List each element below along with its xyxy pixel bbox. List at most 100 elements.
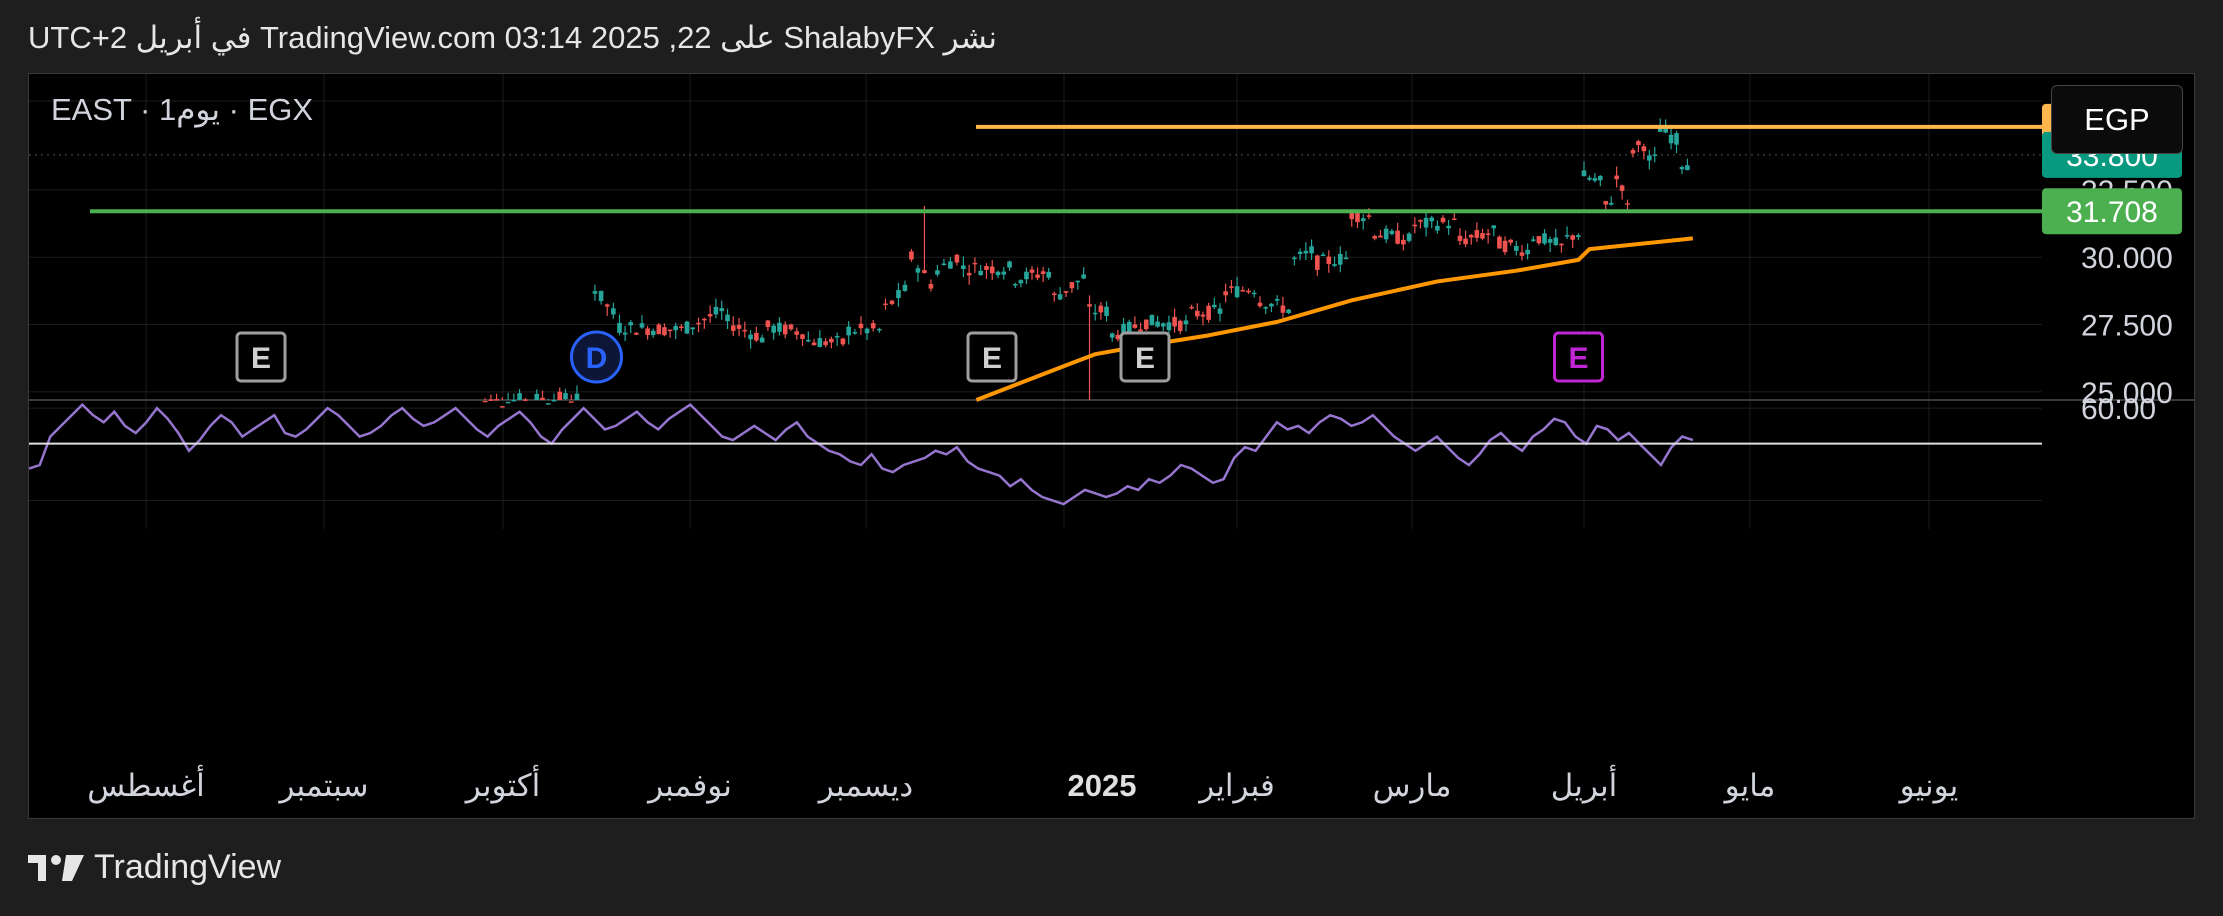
candle-up (1217, 308, 1223, 314)
candle-up (1674, 133, 1679, 145)
event-marker-letter: E (251, 342, 271, 375)
candle-down (736, 324, 742, 329)
candle-up (1263, 307, 1268, 309)
time-axis-label: مارس (1373, 768, 1452, 804)
candle-up (1013, 284, 1018, 286)
candle-up (1286, 309, 1291, 314)
event-marker-letter: E (1568, 342, 1588, 375)
candle-down (1603, 201, 1609, 205)
candle-up (1269, 303, 1274, 307)
candle-up (805, 339, 811, 342)
candle-up (1423, 217, 1429, 228)
candle-up (719, 308, 725, 312)
candle-up (1303, 250, 1309, 254)
candle-up (748, 334, 753, 340)
candle-down (1559, 243, 1564, 246)
candle-down (1051, 293, 1057, 295)
currency-button[interactable]: EGP (2051, 85, 2183, 154)
candle-up (1160, 323, 1166, 327)
candle-up (1652, 154, 1658, 156)
candle-up (1647, 155, 1652, 161)
candle-up (639, 323, 645, 328)
candle-down (1200, 314, 1206, 317)
candle-down (1641, 146, 1647, 152)
candle-up (1657, 127, 1663, 132)
candle-down (1138, 329, 1143, 332)
candle-up (611, 308, 616, 315)
candle-down (500, 406, 505, 408)
candle-down (667, 329, 673, 332)
candle-up (673, 325, 678, 331)
candle-up (545, 403, 551, 405)
chart-area[interactable]: EAST · 1يوم · EGX25.00027.50030.00032.50… (28, 73, 2195, 819)
candle-up (1121, 323, 1126, 339)
candle-up (1104, 306, 1109, 316)
candle-down (922, 270, 927, 274)
candle-up (1046, 271, 1051, 278)
candle-down (1326, 256, 1332, 265)
candle-up (1679, 167, 1685, 170)
earnings-marker (1119, 331, 1171, 383)
candle-up (834, 336, 840, 338)
candle-up (1332, 264, 1337, 266)
candle-down (488, 399, 494, 402)
candle-down (1570, 235, 1576, 240)
candle-down (1636, 141, 1641, 146)
candle-down (557, 391, 563, 400)
tradingview-logo[interactable]: TradingView (28, 848, 281, 887)
candle-down (656, 324, 662, 335)
candle-up (948, 261, 953, 269)
candle-down (482, 400, 488, 403)
candle-up (1581, 170, 1587, 177)
candle-up (961, 265, 966, 269)
candle-up (852, 332, 858, 334)
candle-down (1474, 230, 1480, 238)
candle-down (928, 284, 934, 289)
candle-down (1063, 291, 1069, 293)
candle-up (725, 314, 730, 322)
event-marker-letter: D (586, 342, 608, 375)
candle-down (870, 323, 876, 329)
candle-down (1614, 175, 1619, 180)
candle-up (505, 401, 511, 404)
candle-down (858, 323, 864, 329)
earnings-marker (966, 331, 1018, 383)
candle-down (1372, 236, 1378, 239)
candle-down (1069, 282, 1075, 289)
price-tick-label: 25.000 (2081, 377, 2173, 410)
candle-up (864, 328, 870, 334)
candle-up (777, 322, 782, 332)
candle-up (1389, 230, 1395, 235)
candle-up (1018, 280, 1024, 284)
candle-up (915, 268, 921, 273)
candle-up (1149, 314, 1155, 326)
candle-up (1343, 257, 1349, 260)
candle-down (1206, 305, 1211, 320)
candle-up (1663, 125, 1668, 133)
candle-down (1401, 239, 1406, 245)
candle-down (984, 266, 989, 270)
candle-down (823, 341, 828, 346)
candle-up (1007, 261, 1012, 268)
candle-up (1183, 320, 1189, 325)
price-label-support-bg (2042, 188, 2182, 235)
candle-down (707, 314, 713, 317)
candlestick-chart[interactable]: EAST · 1يوم · EGX25.00027.50030.00032.50… (29, 74, 2194, 818)
candle-down (494, 399, 499, 401)
candle-up (551, 400, 557, 402)
event-marker-letter: E (982, 342, 1002, 375)
candle-up (628, 322, 634, 326)
candle-down (1229, 286, 1234, 288)
candle-up (1309, 246, 1314, 254)
candle-down (523, 399, 528, 401)
candle-up (1126, 321, 1132, 333)
candle-down (1349, 210, 1355, 220)
candle-up (1406, 233, 1412, 241)
time-axis-label: ديسمبر (817, 768, 913, 804)
time-axis-label: أبريل (1551, 765, 1617, 804)
candle-down (765, 320, 771, 328)
candle-up (1553, 237, 1559, 245)
price-tick-label: 27.500 (2081, 310, 2173, 343)
event-marker-letter: E (1135, 342, 1155, 375)
publish-header: نشر ShalabyFX على TradingView.com 03:14 … (28, 20, 998, 55)
